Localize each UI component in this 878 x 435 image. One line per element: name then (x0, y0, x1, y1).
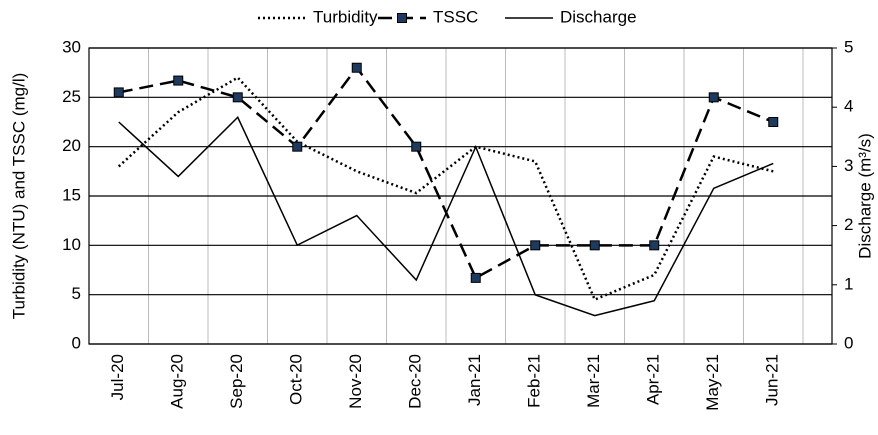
x-tick-label: Nov-20 (346, 354, 365, 409)
x-tick-label: May-21 (703, 354, 722, 411)
series-line (118, 115, 774, 317)
x-tick-label: Oct-20 (287, 354, 306, 405)
y-tick-label: 15 (62, 185, 81, 204)
y-tick-label: 10 (62, 235, 81, 254)
marker (589, 240, 600, 251)
marker (708, 92, 719, 103)
marker (173, 75, 184, 86)
marker (470, 272, 481, 283)
marker (351, 62, 362, 73)
marker (113, 87, 124, 98)
y-tick-label: 5 (72, 284, 81, 303)
marker (292, 141, 303, 152)
y-axis-label: Turbidity (NTU) and TSSC (mg/l) (9, 73, 28, 320)
legend-label: Discharge (560, 7, 637, 26)
y2-tick-label: 4 (844, 97, 853, 116)
marker (649, 240, 660, 251)
y-tick-label: 25 (62, 87, 81, 106)
x-tick-label: Jun-21 (763, 354, 782, 406)
marker (232, 92, 243, 103)
y-tick-label: 30 (62, 37, 81, 56)
marker (411, 141, 422, 152)
legend-label: Turbidity (313, 7, 378, 26)
x-tick-label: Sep-20 (227, 354, 246, 409)
marker (768, 117, 779, 127)
x-tick-label: Jul-20 (108, 354, 127, 400)
y2-tick-label: 0 (844, 333, 853, 352)
y-tick-label: 20 (62, 136, 81, 155)
x-tick-label: Aug-20 (168, 354, 187, 409)
x-tick-label: Feb-21 (525, 354, 544, 408)
y-tick-label: 0 (72, 333, 81, 352)
legend-marker (397, 13, 407, 23)
x-tick-label: Dec-20 (406, 354, 425, 409)
y2-tick-label: 2 (844, 215, 853, 234)
y2-tick-label: 5 (844, 37, 853, 56)
marker (530, 240, 541, 251)
x-tick-label: Apr-21 (644, 354, 663, 405)
y2-tick-label: 1 (844, 274, 853, 293)
series-line (117, 76, 774, 302)
y2-tick-label: 3 (844, 156, 853, 175)
x-tick-label: Jan-21 (465, 354, 484, 406)
y2-axis-label: Discharge (m³/s) (855, 133, 874, 259)
x-tick-label: Mar-21 (584, 354, 603, 408)
plot-frame (88, 47, 833, 345)
legend-label: TSSC (433, 7, 478, 26)
